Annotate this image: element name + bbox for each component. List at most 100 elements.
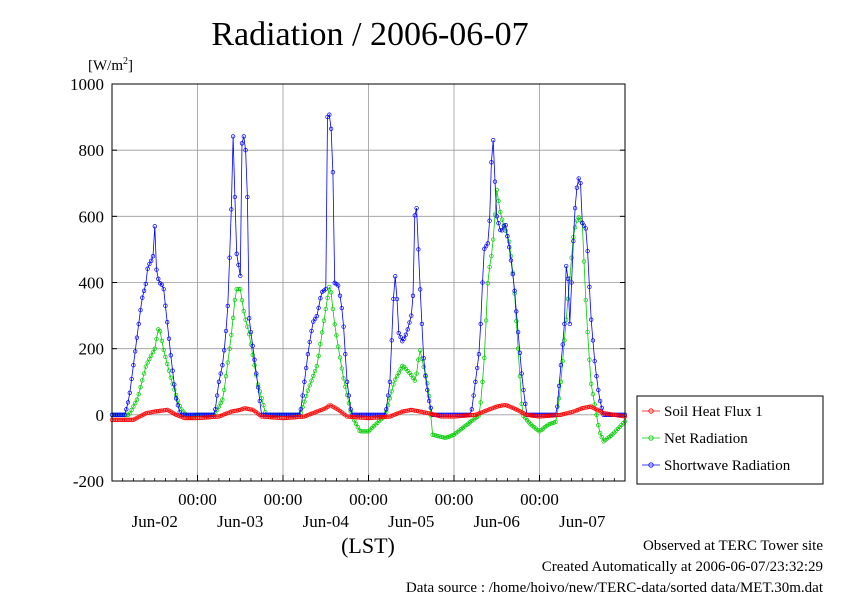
data-point [343,384,348,389]
x-axis-label: (LST) [341,533,395,558]
data-point [339,305,344,311]
day-label: Jun-03 [217,512,263,531]
data-point [321,318,327,323]
x-tick-label: 00:00 [349,490,388,509]
day-label: Jun-06 [474,512,520,531]
x-tick-label: 00:00 [178,490,217,509]
data-point [574,185,580,190]
data-point [585,248,590,254]
data-point [316,305,321,311]
data-point [581,259,587,264]
data-point [414,205,419,211]
data-point [252,363,257,368]
data-point [398,334,403,340]
data-point [336,283,341,288]
data-point [236,286,241,292]
data-point [556,396,562,401]
data-point [252,357,257,362]
data-point [250,343,255,349]
y-tick-label: 0 [96,406,105,425]
data-point [564,263,569,269]
data-point [124,407,129,412]
data-point [589,317,594,322]
data-point [307,339,312,345]
data-point [515,329,521,335]
data-point [353,421,359,426]
data-point [328,126,334,132]
data-point [403,332,409,337]
data-point [498,227,503,233]
data-point [336,344,341,349]
data-point [407,320,412,325]
data-point [127,411,132,416]
day-label: Jun-04 [303,512,350,531]
data-point [241,134,246,139]
data-point [491,405,496,411]
data-point [156,276,161,281]
data-point [327,112,332,117]
data-point [247,316,252,321]
data-point [138,307,143,313]
data-point [248,407,254,412]
data-point [572,225,578,230]
y-tick-label: -200 [73,472,104,491]
data-point [223,328,229,334]
data-point [517,350,523,355]
data-point [412,378,417,383]
data-point [305,388,311,393]
data-point [161,286,166,292]
data-point [496,198,501,204]
data-point [327,284,332,290]
data-point [426,398,432,404]
data-point [328,290,334,295]
data-point [218,371,223,376]
data-point [245,194,250,200]
data-point [565,296,571,302]
data-point [125,400,131,405]
data-point [410,293,416,298]
data-point [523,401,528,406]
data-point [250,352,255,358]
data-point [330,170,336,175]
data-point [562,321,567,327]
data-point [234,251,239,256]
data-point [302,379,307,384]
data-point [491,138,496,143]
data-point [599,405,604,411]
y-tick-label: 400 [79,274,105,293]
data-point [494,214,499,219]
data-point [492,179,498,184]
data-point [305,352,311,357]
data-point [214,393,220,398]
data-point [478,321,483,327]
chart-title: Radiation / 2006-06-07 [211,16,528,53]
data-point [229,207,234,212]
data-point [510,272,515,277]
series-soil-heat-flux-1 [109,402,628,422]
data-point [426,393,432,399]
data-point [213,407,218,412]
data-point [469,407,474,412]
data-point [394,374,400,379]
data-point [567,321,572,327]
data-point [569,280,574,285]
data-point [555,404,560,409]
data-point [569,255,574,260]
day-label: Jun-02 [132,512,178,531]
data-point [491,237,496,242]
legend-label: Soil Heat Flux 1 [664,404,763,420]
data-point [590,392,596,397]
data-point [302,399,307,404]
y-tick-label: 1000 [70,75,104,94]
data-point [341,324,346,329]
y-axis-unit: [W/m2] [88,56,133,74]
data-point [165,361,170,366]
data-point [131,363,136,368]
legend-label: Shortwave Radiation [664,458,791,474]
data-point [585,329,590,335]
data-point [592,402,597,407]
data-point [309,328,314,334]
data-point [589,381,594,386]
data-point [597,398,603,404]
